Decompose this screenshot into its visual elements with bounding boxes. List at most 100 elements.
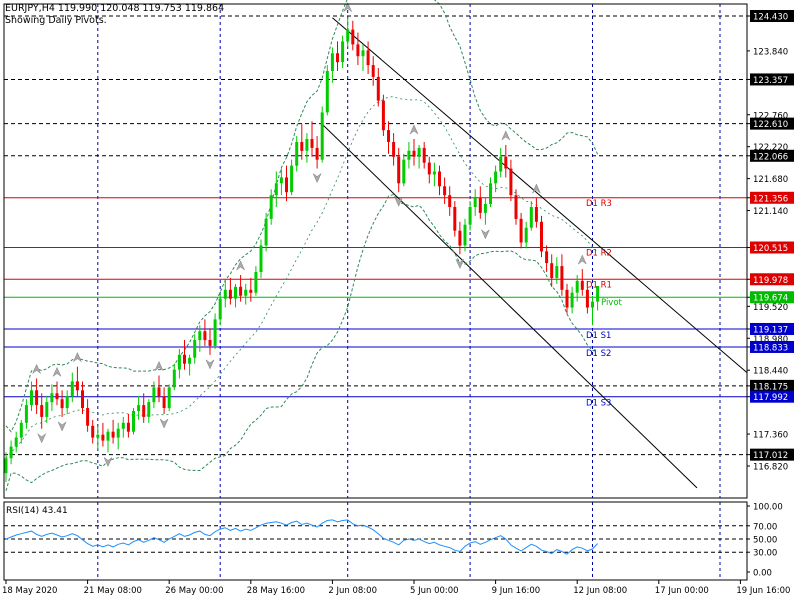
pivot-label: D1 R3: [586, 199, 612, 209]
bull-candle-body: [193, 340, 197, 358]
price-label-box: [750, 149, 794, 162]
time-tick-label: 26 May 00:00: [165, 586, 223, 596]
bear-candle-body: [351, 29, 355, 45]
bull-candle-body: [402, 159, 406, 184]
candlestick-series: [4, 16, 600, 482]
bull-candle-body: [19, 422, 23, 438]
channel-lower-line: [321, 123, 698, 489]
bear-candle-body: [75, 381, 79, 391]
fractal-down-marker: [37, 432, 47, 444]
fractal-down-marker: [159, 418, 169, 429]
bear-candle-body: [478, 198, 482, 213]
bull-candle-body: [274, 183, 278, 196]
envelope-bands: [5, 0, 599, 491]
price-tick-label: 121.140: [753, 207, 788, 217]
price-tick-label: 117.992: [753, 393, 788, 403]
bear-candle-body: [397, 156, 401, 184]
bull-candle-body: [223, 289, 227, 299]
bear-candle-body: [565, 289, 569, 308]
time-tick-label: 21 May 08:00: [84, 586, 142, 596]
bull-candle-body: [341, 41, 345, 63]
price-label-box: [750, 340, 794, 353]
bear-candle-body: [387, 130, 390, 142]
bear-candle-body: [540, 221, 543, 252]
price-tick-label: 118.175: [753, 382, 788, 392]
bull-candle-body: [167, 387, 171, 409]
rsi-title: RSI(14) 43.41: [6, 506, 68, 516]
bull-candle-body: [177, 354, 181, 370]
bull-candle-body: [24, 405, 28, 423]
time-tick-label: 9 Jun 16:00: [492, 586, 541, 596]
bear-candle-body: [371, 65, 375, 77]
chart-subtitle: Showing Daily Pivots.: [5, 15, 107, 26]
bull-candle-body: [463, 224, 467, 246]
time-tick-label: 28 May 16:00: [247, 586, 305, 596]
bear-candle-body: [504, 156, 508, 169]
rsi-tick-label: 0.00: [753, 569, 772, 579]
time-axis: 18 May 2020 21 May 08:00 26 May 00:00 28 Ma…: [2, 580, 790, 596]
bear-candle-body: [392, 142, 396, 157]
price-tick-label: 119.978: [753, 276, 788, 286]
bull-candle-body: [50, 393, 54, 403]
fractal-up-marker: [501, 130, 511, 141]
time-tick-label: 19 Jun 16:00: [736, 586, 790, 596]
fractal-down-marker: [455, 258, 465, 269]
price-tick-label: 118.833: [753, 343, 788, 353]
bear-candle-body: [545, 251, 549, 264]
price-label-box: [750, 273, 794, 286]
bull-candle-body: [494, 171, 498, 184]
bear-candle-body: [550, 263, 554, 278]
bear-candle-body: [453, 207, 457, 231]
fractal-up-marker: [235, 260, 246, 271]
bear-candle-body: [585, 289, 589, 308]
bear-candle-body: [208, 340, 212, 346]
bear-candle-body: [519, 218, 523, 243]
bear-candle-body: [560, 266, 564, 290]
trend-channel: [321, 17, 748, 489]
bull-candle-body: [269, 195, 273, 219]
price-label-box: [750, 10, 794, 22]
fractal-up-marker: [531, 183, 542, 194]
bull-candle-body: [147, 402, 151, 417]
price-label-box: [750, 390, 794, 403]
rsi-tick-label: 70.00: [753, 522, 777, 532]
bear-candle-body: [35, 390, 39, 406]
bear-candle-body: [126, 422, 130, 432]
pivot-label: D1 S3: [586, 399, 611, 409]
bear-candle-body: [356, 44, 360, 57]
price-tick-label: 119.674: [753, 294, 788, 304]
bear-candle-body: [183, 354, 186, 364]
bull-candle-body: [529, 207, 533, 228]
bull-candle-body: [279, 177, 283, 184]
price-tick-label: 120.515: [753, 244, 788, 254]
fractal-up-marker: [72, 352, 83, 363]
bull-candle-body: [188, 357, 192, 364]
bull-candle-body: [152, 387, 156, 403]
bear-candle-body: [142, 405, 146, 417]
bull-candle-body: [30, 390, 33, 406]
bull-candle-body: [468, 207, 472, 225]
price-label-box: [750, 191, 794, 204]
bull-candle-body: [198, 331, 202, 341]
price-tick-label: 122.066: [753, 152, 788, 162]
bull-candle-body: [361, 50, 365, 57]
bear-candle-body: [534, 207, 538, 222]
price-tick-label: 116.820: [753, 463, 788, 473]
price-tick-label: 123.357: [753, 76, 788, 86]
rsi-tick-label: 50.00: [753, 536, 777, 546]
pivot-label: D1 R1: [586, 280, 612, 290]
bull-candle-body: [9, 446, 13, 459]
main-panel-frame: [3, 3, 748, 499]
bear-candle-body: [580, 280, 584, 290]
bull-candle-body: [234, 286, 237, 299]
bear-candle-body: [157, 387, 161, 397]
bull-candle-body: [137, 405, 141, 411]
bear-candle-body: [438, 171, 441, 187]
bull-candle-body: [305, 139, 309, 151]
bear-candle-body: [239, 286, 243, 296]
price-label-box: [750, 322, 794, 335]
bear-candle-body: [111, 431, 115, 438]
bull-candle-body: [596, 286, 600, 302]
fractal-up-marker: [343, 1, 353, 13]
